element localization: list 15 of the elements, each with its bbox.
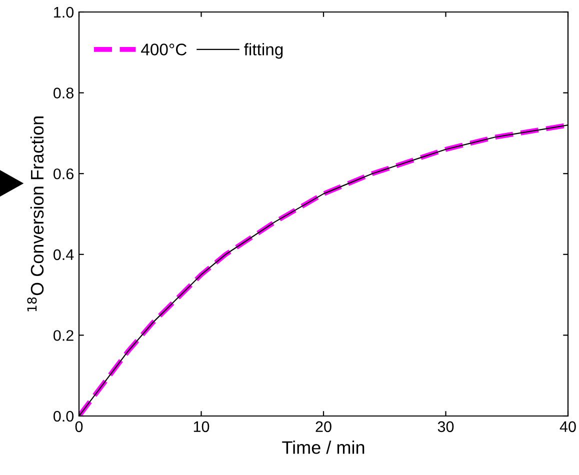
x-tick-label: 10 — [194, 421, 210, 432]
y-tick-label: 0.8 — [54, 88, 74, 98]
x-axis-title: Time / min — [282, 440, 364, 454]
y-tick-label: 0.0 — [54, 410, 74, 422]
x-tick-label: 40 — [560, 421, 576, 432]
legend-label: 400°C — [141, 44, 187, 56]
y-tick-label: 1.0 — [54, 6, 74, 18]
x-tick-label: 20 — [316, 421, 332, 432]
y-axis-title: $^{18}$O Conversion Fraction — [27, 116, 44, 312]
y-tick-label: 0.6 — [54, 168, 74, 180]
legend-label: fitting — [244, 43, 283, 59]
y-tick-label: 0.2 — [54, 330, 74, 341]
x-tick-label: 0 — [75, 421, 83, 432]
y-tick-label: 0.4 — [54, 249, 74, 260]
x-tick-label: 30 — [438, 421, 454, 432]
